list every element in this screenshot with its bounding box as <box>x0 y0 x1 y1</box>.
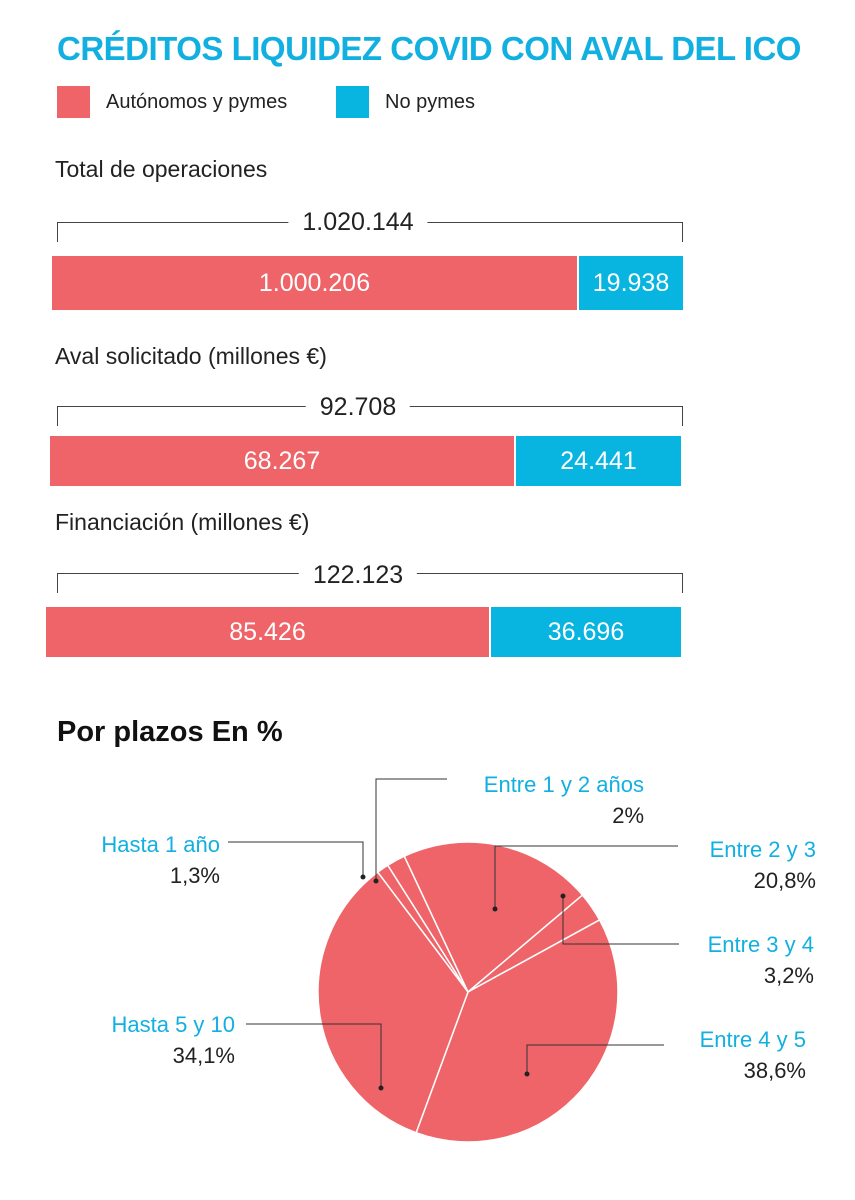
legend-label-autonomos: Autónomos y pymes <box>106 90 288 113</box>
section-label-total-operaciones: Total de operaciones <box>55 156 268 182</box>
bar-segment-no-pymes-operaciones: 19.938 <box>579 256 683 310</box>
legend-item-autonomos: Autónomos y pymes <box>57 86 287 118</box>
bar-financiacion: 85.426 36.696 <box>46 607 681 657</box>
bar-aval: 68.267 24.441 <box>50 436 681 486</box>
legend-label-no-pymes: No pymes <box>385 90 476 113</box>
legend-item-no-pymes: No pymes <box>336 86 475 118</box>
pie-slice-h5y10 <box>317 871 469 1134</box>
leader-line-e4y5 <box>526 1044 664 1074</box>
pie-label-e4y5: Entre 4 y 5 <box>700 1027 806 1052</box>
bar-segment-autonomos-aval: 68.267 <box>50 436 516 486</box>
pie-label-h5y10: Hasta 5 y 10 <box>111 1012 235 1037</box>
bar-total-operaciones: 1.000.206 19.938 <box>52 256 683 310</box>
legend-swatch-autonomos <box>57 86 90 118</box>
total-operaciones-value: 1.020.144 <box>288 208 428 237</box>
pie-label-e1y2: Entre 1 y 2 años <box>484 772 644 797</box>
pie-value-hasta1: 1,3% <box>170 863 220 888</box>
pie-value-e4y5: 38,6% <box>744 1058 806 1083</box>
pie-value-h5y10: 34,1% <box>173 1043 235 1068</box>
leader-dot-e4y5 <box>524 1071 530 1077</box>
leader-line-hasta1 <box>228 841 364 875</box>
pie-label-e3y4: Entre 3 y 4 <box>708 932 814 957</box>
pie-slice-e2y3 <box>403 841 584 994</box>
pie-value-e2y3: 20,8% <box>754 868 816 893</box>
pie-slice-e4y5 <box>415 918 619 1143</box>
pie-label-hasta1: Hasta 1 año <box>101 832 220 857</box>
pie-title: Por plazos En % <box>57 716 283 748</box>
section-label-financiacion: Financiación (millones €) <box>55 509 310 535</box>
bar-segment-no-pymes-financiacion: 36.696 <box>491 607 681 657</box>
bar-segment-autonomos-financiacion: 85.426 <box>46 607 491 657</box>
section-label-aval: Aval solicitado (millones €) <box>55 343 327 369</box>
pie-value-e3y4: 3,2% <box>764 963 814 988</box>
pie-value-e1y2: 2% <box>612 803 644 828</box>
financiacion-total-value: 122.123 <box>298 561 418 590</box>
bar-segment-no-pymes-aval: 24.441 <box>516 436 681 486</box>
aval-total-value: 92.708 <box>305 393 411 422</box>
leader-line-e3y4 <box>562 894 679 945</box>
leader-dot-h5y10 <box>378 1085 384 1091</box>
legend-swatch-no-pymes <box>336 86 369 118</box>
leader-dot-e1y2 <box>373 878 379 884</box>
leader-line-h5y10 <box>246 1023 382 1088</box>
leader-dot-e3y4 <box>560 893 566 899</box>
leader-dot-hasta1 <box>360 874 366 880</box>
leader-dot-e2y3 <box>492 906 498 912</box>
leader-line-e2y3 <box>494 845 678 909</box>
leader-line-e1y2 <box>375 778 447 881</box>
chart-title: CRÉDITOS LIQUIDEZ COVID CON AVAL DEL ICO <box>57 30 801 67</box>
bar-segment-autonomos-operaciones: 1.000.206 <box>52 256 579 310</box>
pie-label-e2y3: Entre 2 y 3 <box>710 837 816 862</box>
